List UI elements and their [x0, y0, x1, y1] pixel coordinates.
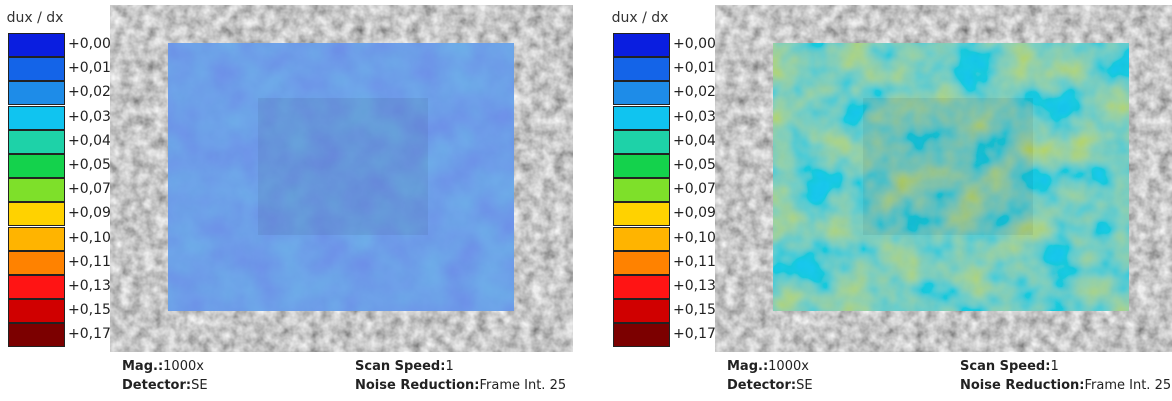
legend-swatch [8, 57, 65, 82]
legend-label: +0,00 [68, 36, 111, 52]
info-line: Detector:SE [122, 378, 208, 393]
legend-swatch [613, 202, 670, 227]
legend-label: +0,02 [673, 84, 716, 101]
legend-swatch [613, 178, 670, 203]
info-label: Mag.: [122, 359, 164, 374]
legend-swatch [613, 81, 670, 106]
legend-swatch [8, 299, 65, 324]
info-line: Noise Reduction:Frame Int. 25 [355, 378, 566, 393]
legend-swatch [613, 323, 670, 348]
legend-label: +0,15 [68, 302, 111, 319]
info-label: Scan Speed: [960, 359, 1051, 374]
legend-swatch [8, 202, 65, 227]
info-value: Frame Int. 25 [1084, 378, 1172, 393]
legend-title: dux / dx [6, 10, 64, 26]
panel: dux / dx +0,00 +0,01 +0,02 +0,03 +0,04 +0,05 +0… [605, 0, 1172, 401]
legend-swatch [613, 105, 670, 130]
legend-label: +0,13 [68, 278, 111, 294]
legend-label: +0,07 [68, 181, 111, 198]
legend-label: +0,07 [673, 181, 716, 198]
legend-swatch [613, 154, 670, 178]
sem-image [715, 5, 1172, 352]
info-label: Detector: [122, 378, 192, 393]
info-label: Mag.: [727, 359, 769, 374]
legend-swatch [8, 81, 65, 106]
legend-label: +0,17 [68, 326, 111, 343]
legend-label: +0,03 [68, 108, 111, 125]
info-value: SE [191, 378, 208, 393]
legend-label: +0,11 [673, 253, 716, 270]
info-label: Scan Speed: [355, 359, 446, 374]
strain-texture [773, 43, 1129, 311]
legend-label: +0,03 [673, 108, 716, 125]
legend-swatch [8, 250, 65, 275]
legend-label: +0,09 [68, 205, 111, 222]
legend-label: +0,01 [673, 60, 716, 77]
info-line: Detector:SE [727, 378, 813, 393]
info-value: SE [796, 378, 813, 393]
legend-swatch [613, 226, 670, 251]
legend-label: +0,04 [673, 132, 716, 149]
legend-label: +0,00 [673, 36, 716, 52]
info-line: Noise Reduction:Frame Int. 25 [960, 378, 1171, 393]
info-label: Noise Reduction: [960, 378, 1085, 393]
info-line: Scan Speed:1 [960, 359, 1059, 374]
info-value: 1000x [163, 359, 204, 374]
info-value: 1 [445, 359, 454, 374]
legend-swatch [613, 250, 670, 275]
info-value: 1 [1050, 359, 1059, 374]
legend-swatch [8, 323, 65, 348]
legend-label: +0,15 [673, 302, 716, 319]
legend-swatch [8, 105, 65, 130]
legend-swatch [8, 178, 65, 203]
legend-swatch [613, 275, 670, 299]
legend-swatch [613, 33, 670, 57]
legend-swatch [613, 299, 670, 324]
legend-label: +0,13 [673, 278, 716, 294]
legend-label: +0,17 [673, 326, 716, 343]
legend-swatch [8, 33, 65, 57]
sem-image [110, 5, 573, 352]
info-line: Mag.:1000x [122, 359, 204, 374]
legend-label: +0,09 [673, 205, 716, 222]
legend-label: +0,10 [673, 229, 716, 246]
legend-label: +0,10 [68, 229, 111, 246]
legend-label: +0,01 [68, 60, 111, 77]
legend-title: dux / dx [611, 10, 669, 26]
info-label: Detector: [727, 378, 797, 393]
legend-swatch [613, 129, 670, 154]
info-line: Scan Speed:1 [355, 359, 454, 374]
legend-swatch [8, 154, 65, 178]
scan-region [258, 98, 428, 235]
info-label: Noise Reduction: [355, 378, 480, 393]
legend-label: +0,02 [68, 84, 111, 101]
info-value: Frame Int. 25 [479, 378, 567, 393]
legend-swatch [8, 129, 65, 154]
legend-label: +0,05 [68, 157, 111, 173]
legend-label: +0,11 [68, 253, 111, 270]
strain-texture [168, 43, 514, 311]
panel: dux / dx +0,00 +0,01 +0,02 +0,03 +0,04 +0,05 +0… [0, 0, 573, 401]
legend-swatch [8, 275, 65, 299]
legend-label: +0,05 [673, 157, 716, 173]
scan-region [863, 98, 1033, 235]
legend-swatch [613, 57, 670, 82]
legend-swatch [8, 226, 65, 251]
info-value: 1000x [768, 359, 809, 374]
legend-label: +0,04 [68, 132, 111, 149]
info-line: Mag.:1000x [727, 359, 809, 374]
